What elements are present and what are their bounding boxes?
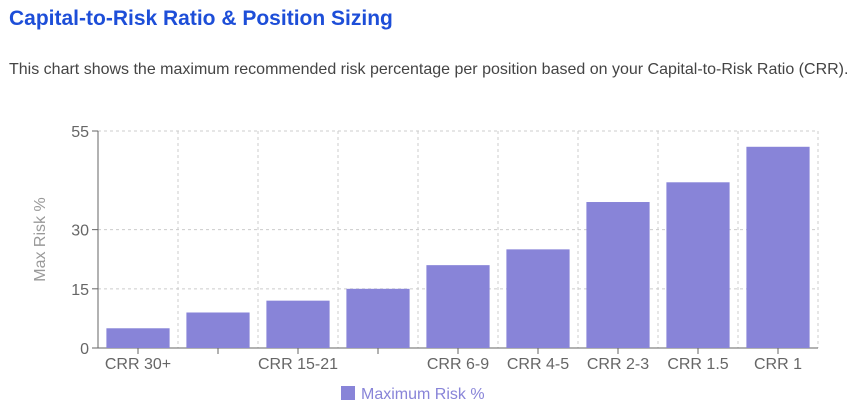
page-description: This chart shows the maximum recommended… <box>9 61 849 78</box>
bar <box>586 202 650 348</box>
bar <box>666 182 730 348</box>
bar <box>346 288 410 348</box>
x-tick-label: CRR 4-5 <box>507 356 569 373</box>
bar <box>106 328 170 348</box>
x-tick-label: CRR 1 <box>754 356 802 373</box>
legend-swatch <box>341 386 355 400</box>
x-tick-label: CRR 15-21 <box>258 356 338 373</box>
bar <box>506 249 570 348</box>
y-tick-label: 55 <box>71 124 89 141</box>
y-tick-label: 30 <box>71 223 89 240</box>
bar <box>746 146 810 348</box>
x-tick-label: CRR 2-3 <box>587 356 649 373</box>
x-tick-label: CRR 6-9 <box>427 356 489 373</box>
y-axis-label: Max Risk % <box>32 197 49 281</box>
y-tick-label: 15 <box>71 282 89 299</box>
x-tick-label: CRR 30+ <box>105 356 171 373</box>
bar <box>426 265 490 348</box>
x-tick-label: CRR 1.5 <box>667 356 728 373</box>
page-title: Capital-to-Risk Ratio & Position Sizing <box>9 7 393 30</box>
bar <box>266 300 330 348</box>
bar <box>186 312 250 348</box>
y-tick-label: 0 <box>80 341 89 358</box>
legend-label: Maximum Risk % <box>361 386 485 403</box>
